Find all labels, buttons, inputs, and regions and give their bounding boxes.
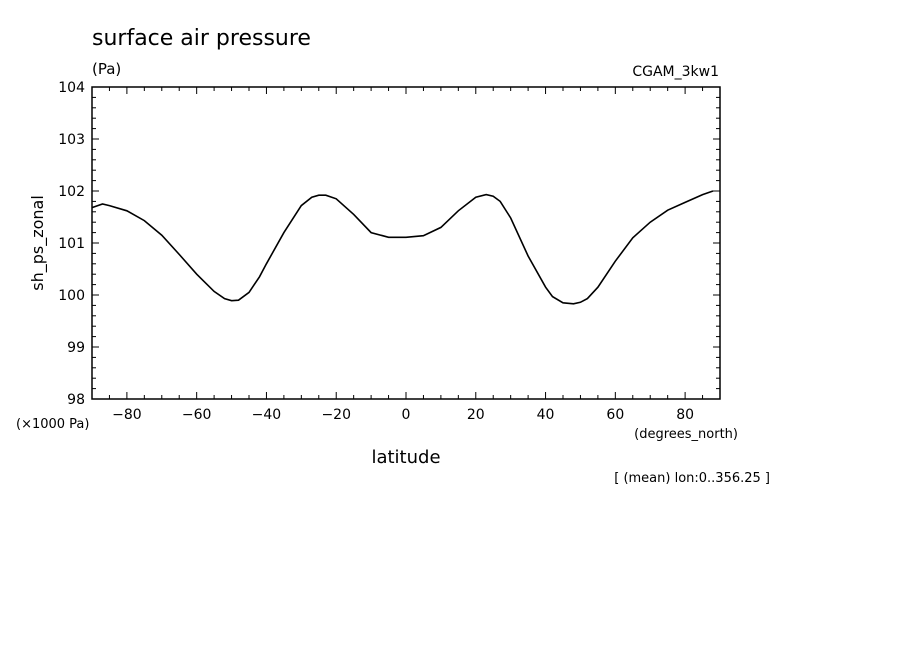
- averaging-note: [ (mean) lon:0..356.25 ]: [614, 471, 770, 486]
- x-tick-label: −60: [182, 407, 212, 423]
- axis-ticks: [91, 86, 721, 400]
- y-axis-label: sh_ps_zonal: [28, 195, 48, 291]
- x-tick-label: 0: [402, 407, 411, 423]
- series-line: [91, 190, 714, 305]
- y-tick-label: 101: [58, 236, 85, 252]
- x-tick-label: −20: [321, 407, 351, 423]
- y-tick-labels: 98 99 100 101 102 103 104: [58, 80, 85, 408]
- x-axis-label: latitude: [371, 447, 440, 468]
- y-tick-label: 100: [58, 288, 85, 304]
- x-tick-label: −80: [112, 407, 142, 423]
- x-units-label: (degrees_north): [634, 427, 738, 442]
- y-tick-label: 103: [58, 132, 85, 148]
- x-tick-label: 20: [467, 407, 485, 423]
- units-label: (Pa): [92, 60, 121, 78]
- y-scale-note: (×1000 Pa): [16, 417, 89, 432]
- x-tick-label: 60: [606, 407, 624, 423]
- x-tick-label: 80: [676, 407, 694, 423]
- y-tick-label: 99: [67, 340, 85, 356]
- x-tick-labels: −80 −60 −40 −20 0 20 40 60 80: [112, 407, 694, 423]
- x-tick-label: −40: [252, 407, 282, 423]
- x-tick-label: 40: [537, 407, 555, 423]
- y-tick-label: 102: [58, 184, 85, 200]
- plot-frame: [91, 86, 721, 400]
- dataset-label: CGAM_3kw1: [632, 64, 719, 80]
- chart-title: surface air pressure: [92, 26, 311, 51]
- y-tick-label: 104: [58, 80, 85, 96]
- y-tick-label: 98: [67, 392, 85, 408]
